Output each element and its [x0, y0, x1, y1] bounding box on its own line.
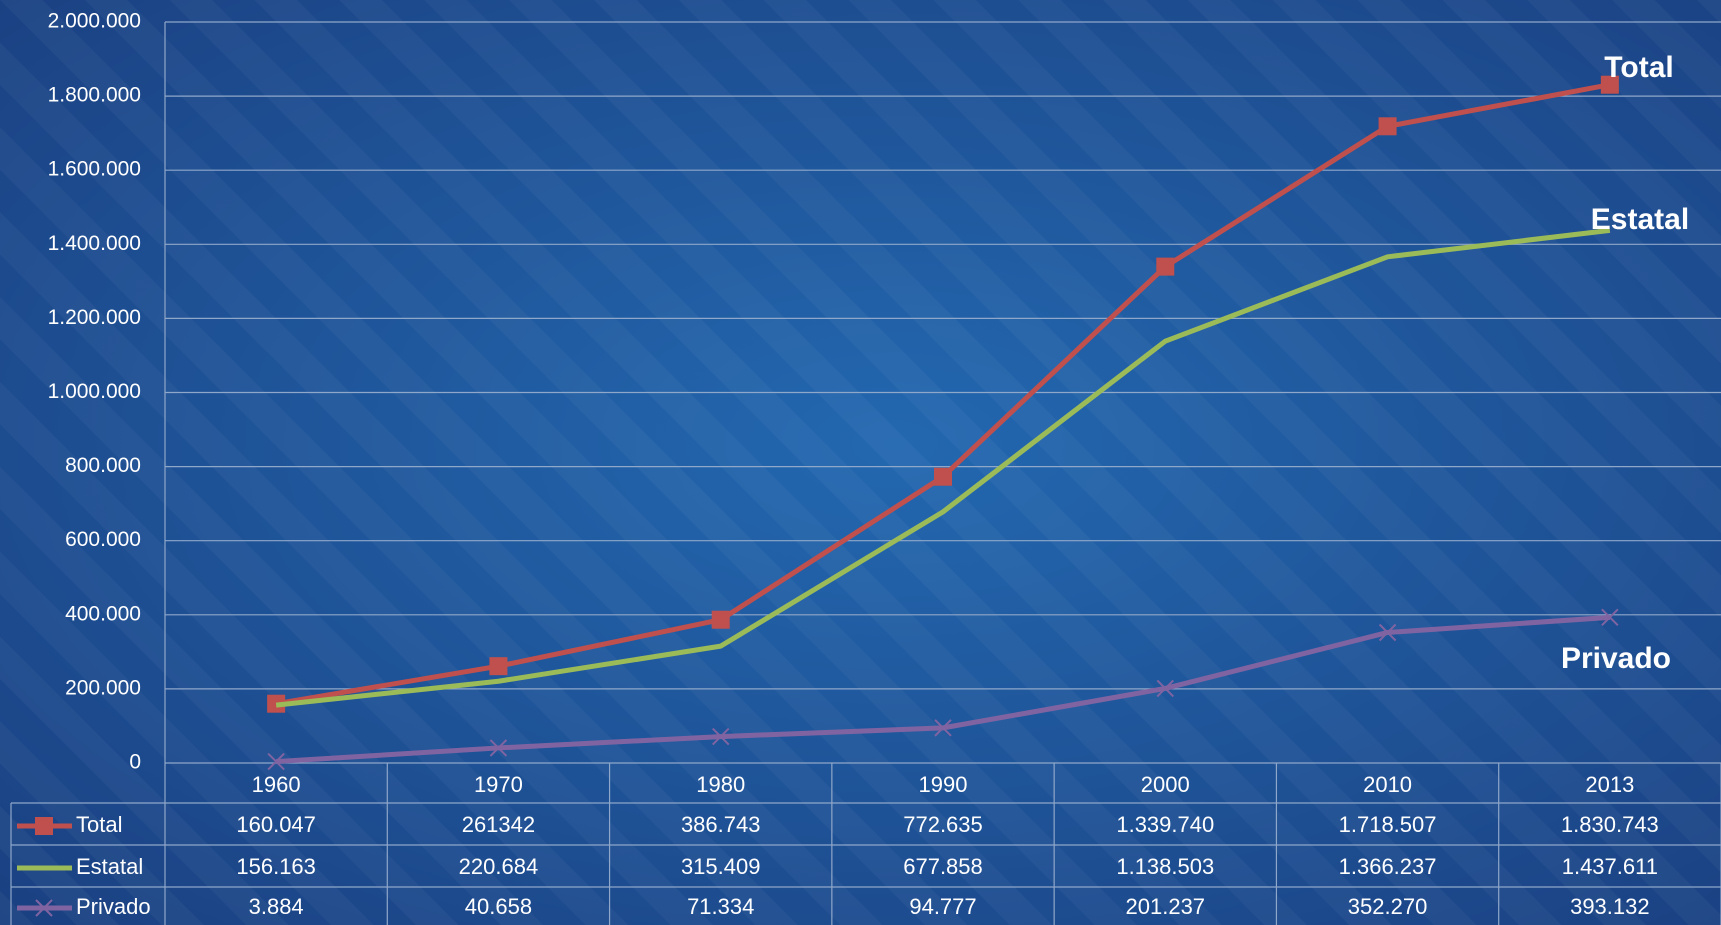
x-tick-label: 1990	[919, 772, 968, 797]
y-tick-label: 1.000.000	[48, 380, 141, 403]
y-tick-label: 1.600.000	[48, 158, 141, 181]
table-cell: 3.884	[249, 894, 304, 919]
y-tick-label: 600.000	[65, 528, 141, 551]
table-cell: 315.409	[681, 854, 761, 879]
marker	[1156, 257, 1175, 276]
table-cell: 201.237	[1126, 894, 1206, 919]
table-cell: 261342	[462, 812, 535, 837]
marker	[1378, 623, 1397, 642]
legend-label: Estatal	[76, 854, 143, 879]
x-tick-label: 2000	[1141, 772, 1190, 797]
y-tick-label: 200.000	[65, 676, 141, 699]
series-annotation: Estatal	[1591, 203, 1689, 236]
table-cell: 220.684	[459, 854, 539, 879]
legend-marker	[35, 817, 53, 835]
marker	[934, 467, 952, 486]
marker	[489, 739, 508, 757]
legend-label: Privado	[76, 894, 151, 919]
table-cell: 352.270	[1348, 894, 1428, 919]
series-annotation: Total	[1604, 51, 1673, 84]
y-tick-label: 800.000	[65, 454, 141, 477]
y-tick-label: 1.400.000	[48, 232, 141, 255]
marker	[1601, 608, 1619, 627]
y-tick-label: 1.200.000	[48, 306, 141, 329]
table-cell: 1.138.503	[1116, 854, 1214, 879]
table-cell: 94.777	[909, 894, 976, 919]
marker	[1156, 679, 1174, 698]
y-tick-label: 1.800.000	[48, 84, 141, 107]
table-cell: 40.658	[465, 894, 532, 919]
table-cell: 71.334	[687, 894, 754, 919]
table-cell: 1.718.507	[1339, 812, 1437, 837]
series-annotation: Privado	[1561, 642, 1671, 675]
table-cell: 160.047	[236, 812, 316, 837]
x-tick-label: 1980	[696, 772, 745, 797]
table-cell: 386.743	[681, 812, 761, 837]
y-tick-label: 2.000.000	[48, 10, 141, 33]
marker	[712, 727, 730, 746]
table-cell: 1.437.611	[1562, 854, 1658, 879]
table-cell: 156.163	[236, 854, 316, 879]
x-tick-label: 2010	[1363, 772, 1412, 797]
x-tick-label: 1970	[474, 772, 523, 797]
legend-label: Total	[76, 812, 122, 837]
series-line	[275, 227, 1611, 708]
marker	[267, 752, 285, 771]
marker	[711, 610, 730, 629]
table-cell: 1.366.237	[1339, 854, 1437, 879]
table-cell: 1.830.743	[1561, 812, 1659, 837]
y-tick-label: 0	[129, 751, 141, 774]
legend-marker	[35, 899, 53, 917]
table-cell: 393.132	[1570, 894, 1650, 919]
y-tick-label: 400.000	[65, 602, 141, 625]
marker	[1600, 75, 1619, 94]
marker	[489, 657, 508, 676]
table-cell: 772.635	[903, 812, 983, 837]
x-tick-label: 1960	[252, 772, 301, 797]
x-tick-label: 2013	[1585, 772, 1634, 797]
table-cell: 1.339.740	[1116, 812, 1214, 837]
marker	[934, 719, 952, 737]
marker	[1378, 117, 1397, 136]
table-cell: 677.858	[903, 854, 983, 879]
